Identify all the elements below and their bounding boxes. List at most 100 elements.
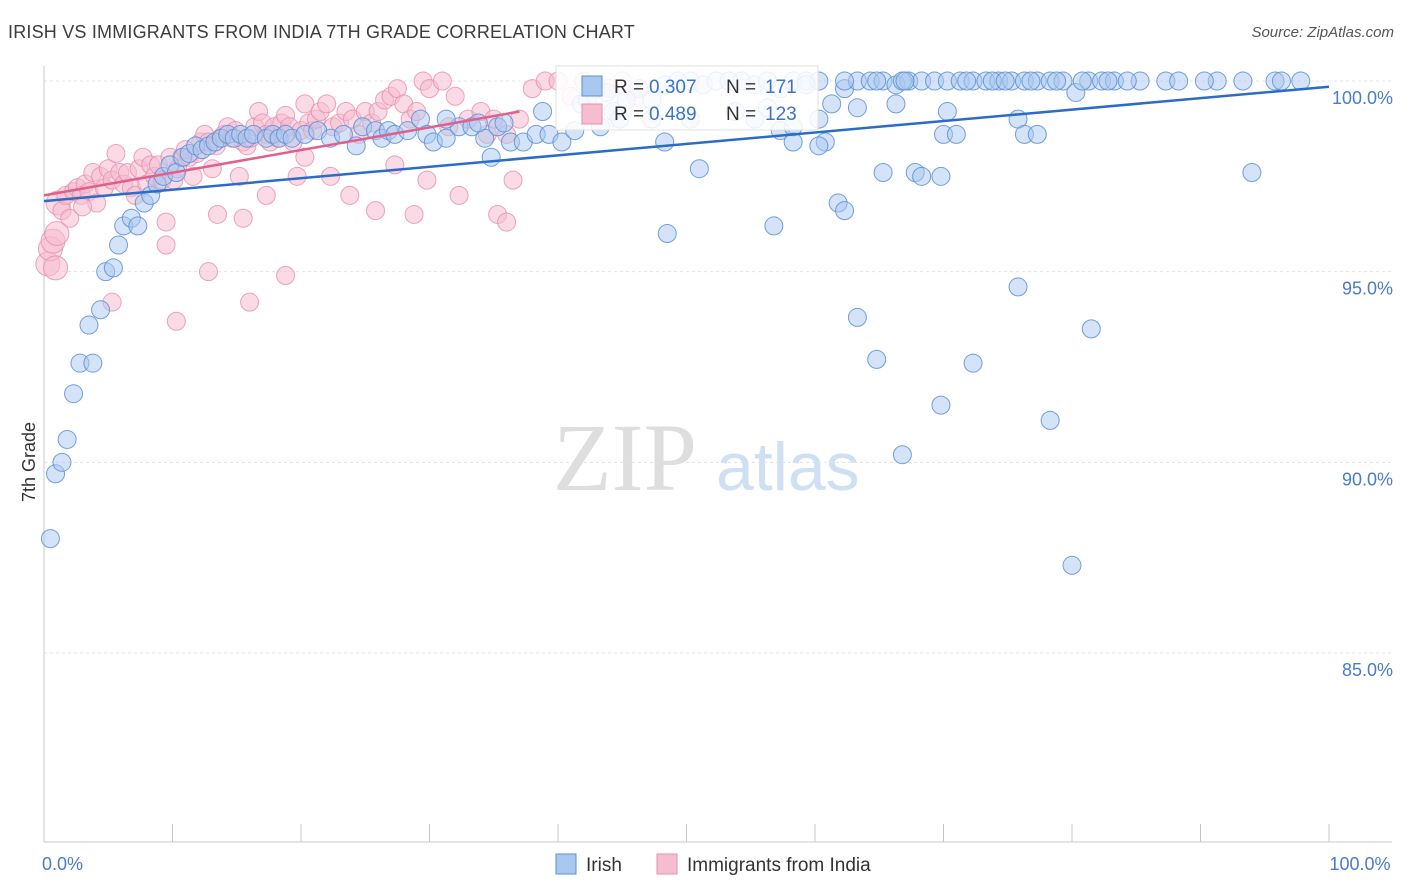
india-point <box>44 221 70 247</box>
india-point <box>156 235 176 255</box>
trend-lines <box>43 85 1330 203</box>
irish-point <box>40 529 60 549</box>
india-point <box>60 208 80 228</box>
irish-point <box>83 353 103 373</box>
chart-source: Source: ZipAtlas.com <box>1251 24 1394 41</box>
irish-point <box>1062 555 1082 575</box>
irish-point <box>867 71 887 91</box>
irish-point <box>1072 71 1092 91</box>
irish-point <box>946 124 966 144</box>
irish-point <box>886 94 906 114</box>
india-point <box>295 94 315 114</box>
irish-point <box>835 71 855 91</box>
india-point <box>233 208 253 228</box>
india-point <box>106 143 126 163</box>
irish-point <box>552 132 572 152</box>
irish-point <box>931 166 951 186</box>
irish-point <box>764 216 784 236</box>
irish-point <box>1233 71 1253 91</box>
irish-point <box>822 94 842 114</box>
y-tick-label: 100.0% <box>1332 88 1393 108</box>
legend-india-label: Immigrants from India <box>687 855 871 876</box>
stats-india-r-label: R = <box>614 104 644 125</box>
india-point <box>198 262 218 282</box>
irish-point <box>847 307 867 327</box>
india-point <box>276 265 296 285</box>
irish-point <box>783 132 803 152</box>
irish-point <box>1242 163 1262 183</box>
irish-point <box>52 452 72 472</box>
stats-india-r: 0.489 <box>649 104 697 125</box>
irish-point <box>963 353 983 373</box>
irish-point <box>1117 71 1137 91</box>
watermark-atlas: atlas <box>716 429 860 505</box>
irish-point <box>1008 277 1028 297</box>
stats-irish-swatch <box>581 75 603 97</box>
irish-trendline <box>43 85 1330 203</box>
india-point <box>43 255 69 281</box>
irish-point <box>1169 71 1189 91</box>
india-point <box>432 71 452 91</box>
india-trendline <box>43 110 520 197</box>
irish-point <box>1081 319 1101 339</box>
irish-point <box>895 71 915 91</box>
stats-legend: R = 0.307 N = 171 R = 0.489 N = 123 <box>555 65 819 131</box>
india-point <box>449 185 469 205</box>
irish-point <box>873 163 893 183</box>
stats-india-n: 123 <box>765 104 797 125</box>
india-point <box>404 204 424 224</box>
irish-point <box>937 102 957 122</box>
irish-point <box>809 136 829 156</box>
irish-point <box>847 98 867 118</box>
irish-point <box>689 159 709 179</box>
y-tick-label: 95.0% <box>1342 279 1393 299</box>
irish-point <box>91 300 111 320</box>
axes: 100.0% 95.0% 90.0% 85.0% 0.0% 100.0% <box>42 66 1393 874</box>
irish-point <box>79 315 99 335</box>
india-point <box>366 201 386 221</box>
irish-point <box>533 102 553 122</box>
watermark-zip: ZIP <box>553 404 697 511</box>
india-point <box>497 212 517 232</box>
india-point <box>229 166 249 186</box>
legend-irish-swatch <box>555 853 577 875</box>
stats-irish-r-label: R = <box>614 77 644 98</box>
series-legend: Irish Immigrants from India <box>555 853 871 876</box>
irish-point <box>1040 410 1060 430</box>
irish-point <box>1271 71 1291 91</box>
x-tick-label: 100.0% <box>1329 854 1390 874</box>
irish-point <box>494 113 514 133</box>
irish-point <box>655 132 675 152</box>
stats-irish-n: 171 <box>765 77 797 98</box>
irish-point <box>835 201 855 221</box>
irish-point <box>1027 124 1047 144</box>
india-point <box>166 311 186 331</box>
irish-point <box>867 349 887 369</box>
india-point <box>202 159 222 179</box>
irish-point <box>103 258 123 278</box>
irish-point <box>1194 71 1214 91</box>
india-point <box>73 197 93 217</box>
irish-point <box>912 166 932 186</box>
india-point <box>317 94 337 114</box>
stats-irish-r: 0.307 <box>649 77 697 98</box>
irish-point <box>931 395 951 415</box>
stats-india-n-label: N = <box>726 104 756 125</box>
india-point <box>207 204 227 224</box>
chart-title: IRISH VS IMMIGRANTS FROM INDIA 7TH GRADE… <box>8 22 635 42</box>
india-point <box>156 212 176 232</box>
irish-point <box>1291 71 1311 91</box>
india-point <box>340 185 360 205</box>
stats-india-swatch <box>581 103 603 125</box>
irish-point <box>109 235 129 255</box>
india-point <box>417 170 437 190</box>
stats-irish-n-label: N = <box>726 77 756 98</box>
india-point <box>287 166 307 186</box>
irish-point <box>1021 71 1041 91</box>
india-points <box>35 71 645 331</box>
india-point <box>240 292 260 312</box>
legend-irish-label: Irish <box>586 855 622 876</box>
y-axis-label: 7th Grade <box>19 422 39 502</box>
irish-point <box>892 445 912 465</box>
